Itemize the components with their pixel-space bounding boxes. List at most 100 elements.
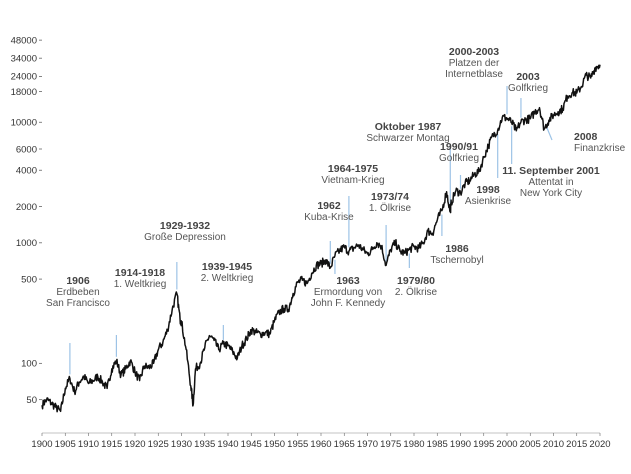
annotation-title: 1962 <box>317 200 341 212</box>
annotation-text: Platzen der <box>449 58 500 69</box>
y-tick-label: 50 <box>26 395 37 406</box>
annotation-leader <box>545 125 553 141</box>
annotation-text: San Francisco <box>46 298 110 309</box>
annotation-title: 1939-1945 <box>202 261 252 273</box>
annotation-text: Internetblase <box>445 69 503 80</box>
x-tick-label: 2015 <box>566 439 587 450</box>
x-tick-label: 1945 <box>241 439 262 450</box>
annotation-title: 11. September 2001 <box>502 165 600 177</box>
annotation-text: 2. Ölkrise <box>395 286 438 298</box>
annotation-text: 2. Weltkrieg <box>201 273 254 284</box>
x-tick-label: 1955 <box>287 439 308 450</box>
annotation-title: 2000-2003 <box>449 46 499 58</box>
x-tick-label: 1975 <box>380 439 401 450</box>
annotation-lines <box>69 86 553 375</box>
annotation-title: 1964-1975 <box>328 163 378 175</box>
annotation-text: Kuba-Krise <box>304 212 354 223</box>
x-tick-label: 1990 <box>450 439 471 450</box>
annotation-title: 1929-1932 <box>160 220 210 232</box>
annotation-text: Finanzkrise <box>574 143 626 154</box>
annotation-text: Erdbeben <box>56 287 99 298</box>
x-tick-label: 2000 <box>496 439 517 450</box>
y-tick-label: 18000 <box>11 87 37 98</box>
annotation-title: Oktober 1987 <box>375 121 442 133</box>
annotation-title: 1998 <box>476 184 500 196</box>
x-tick-label: 1935 <box>194 439 215 450</box>
x-tick-label: 1925 <box>148 439 169 450</box>
annotation-title: 2008 <box>574 131 598 143</box>
x-axis: 1900 1905 1910 1915 1920 1925 1930 1935 1940 1945… <box>31 432 611 450</box>
index-line <box>41 64 601 413</box>
y-axis: 48000 34000 24000 18000 10000 6000 4000 2000 100… <box>11 35 42 406</box>
annotation-title: 1990/91 <box>440 141 478 153</box>
y-tick-label: 100 <box>21 359 37 370</box>
annotation-text: Asienkrise <box>465 196 512 207</box>
annotation-text: Ermordung von <box>314 287 382 298</box>
annotation-text: John F. Kennedy <box>311 298 386 309</box>
y-tick-label: 34000 <box>11 53 37 64</box>
x-tick-label: 1995 <box>473 439 494 450</box>
y-tick-label: 24000 <box>11 72 37 83</box>
annotation-text: New York City <box>520 188 582 199</box>
y-tick-label: 10000 <box>11 118 37 129</box>
annotation: 1979/802. Ölkrise <box>395 275 438 298</box>
annotation-text: Vietnam-Krieg <box>321 175 384 186</box>
x-tick-label: 1900 <box>31 439 52 450</box>
annotation-text: Golfkrieg <box>439 153 479 164</box>
annotation-title: 1986 <box>445 243 469 255</box>
y-tick-label: 2000 <box>16 202 37 213</box>
annotation: 1973/741. Ölkrise <box>369 191 412 214</box>
annotation-text: Golfkrieg <box>508 83 548 94</box>
annotation-text: Große Depression <box>144 232 226 243</box>
x-tick-label: 1905 <box>55 439 76 450</box>
x-tick-label: 1950 <box>264 439 285 450</box>
annotation-title: 2003 <box>516 71 540 83</box>
annotation-title: 1914-1918 <box>115 267 165 279</box>
annotation-text: 1. Weltkrieg <box>114 279 167 290</box>
x-tick-label: 1980 <box>403 439 424 450</box>
x-tick-label: 1930 <box>171 439 192 450</box>
x-tick-label: 1965 <box>334 439 355 450</box>
annotation-title: 1973/74 <box>371 191 409 203</box>
y-tick-label: 6000 <box>16 144 37 155</box>
y-tick-label: 1000 <box>16 238 37 249</box>
annotation-title: 1906 <box>66 275 90 287</box>
x-tick-label: 1940 <box>217 439 238 450</box>
x-tick-label: 2005 <box>520 439 541 450</box>
y-tick-label: 500 <box>21 274 37 285</box>
series <box>41 64 601 413</box>
annotation-text: Schwarzer Montag <box>366 133 449 144</box>
x-tick-label: 2020 <box>589 439 610 450</box>
annotation-text: Attentat in <box>528 177 573 188</box>
x-tick-label: 2010 <box>543 439 564 450</box>
annotation-text: Tschernobyl <box>430 255 483 266</box>
x-tick-label: 1985 <box>427 439 448 450</box>
annotation-title: 1979/80 <box>397 275 435 287</box>
annotation-text: 1. Ölkrise <box>369 202 412 214</box>
y-tick-label: 48000 <box>11 35 37 46</box>
x-tick-label: 1915 <box>101 439 122 450</box>
y-tick-label: 4000 <box>16 166 37 177</box>
x-tick-label: 1970 <box>357 439 378 450</box>
x-tick-label: 1910 <box>78 439 99 450</box>
x-tick-label: 1960 <box>310 439 331 450</box>
annotation-title: 1963 <box>336 275 360 287</box>
x-tick-label: 1920 <box>124 439 145 450</box>
